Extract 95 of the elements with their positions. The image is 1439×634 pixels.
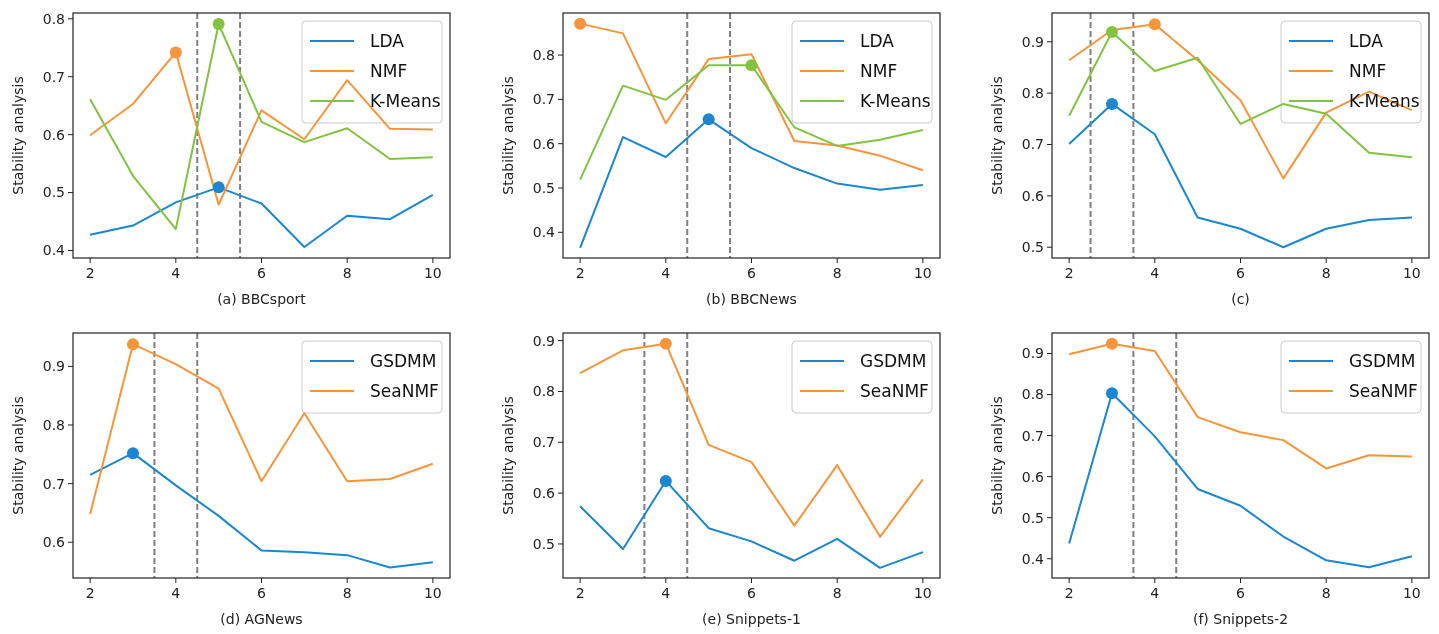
x-tick-label: 8 (832, 585, 842, 601)
y-tick-label: 0.4 (42, 242, 66, 259)
y-tick-label: 0.5 (1021, 239, 1044, 256)
y-tick-label: 0.4 (1021, 550, 1045, 567)
x-tick-label: 2 (85, 585, 95, 601)
point (169, 46, 182, 59)
x-tick-label: 4 (661, 265, 671, 281)
legend-label: SeaNMF (860, 380, 929, 401)
y-tick-label: 0.7 (532, 434, 555, 451)
point (1105, 97, 1118, 110)
x-axis-title: (e) Snippets-1 (702, 611, 801, 627)
point (212, 18, 225, 30)
y-tick-label: 0.9 (1021, 33, 1044, 50)
y-tick-label: 0.7 (42, 475, 65, 492)
y-axis-title: Stability analysis (989, 76, 1005, 195)
x-tick-label: 2 (1064, 265, 1074, 281)
legend-label: K-Means (860, 90, 931, 111)
y-tick-label: 0.9 (532, 332, 555, 349)
x-tick-label: 2 (85, 265, 95, 281)
y-tick-label: 0.8 (532, 383, 555, 400)
y-tick-label: 0.7 (532, 91, 555, 108)
legend-label: NMF (860, 60, 898, 81)
x-tick-label: 2 (1064, 585, 1074, 601)
x-tick-label: 6 (257, 265, 267, 281)
y-axis-title: Stability analysis (500, 76, 516, 195)
y-axis-title: Stability analysis (10, 396, 26, 515)
y-tick-label: 0.5 (532, 179, 555, 196)
y-tick-label: 0.5 (1021, 509, 1044, 526)
x-tick-label: 8 (832, 265, 842, 281)
x-tick-label: 10 (1402, 265, 1421, 281)
x-tick-label: 2 (575, 585, 585, 601)
y-tick-label: 0.5 (532, 535, 555, 552)
x-tick-label: 4 (171, 585, 181, 601)
y-tick-label: 0.8 (42, 10, 65, 27)
y-tick-label: 0.8 (1021, 386, 1044, 403)
y-axis-title: Stability analysis (10, 76, 26, 195)
x-axis-title: (b) BBCNews (706, 291, 797, 307)
y-tick-label: 0.4 (532, 224, 556, 241)
x-tick-label: 4 (1150, 585, 1160, 601)
legend-label: SeaNMF (370, 380, 439, 401)
x-tick-label: 4 (661, 585, 671, 601)
x-tick-label: 6 (747, 585, 757, 601)
legend-label: LDA (370, 30, 405, 51)
x-tick-label: 8 (1321, 585, 1331, 601)
x-tick-label: 6 (257, 585, 267, 601)
y-tick-label: 0.8 (1021, 85, 1044, 102)
legend-label: LDA (1349, 30, 1384, 51)
x-tick-label: 4 (171, 265, 181, 281)
legend-label: K-Means (370, 90, 441, 111)
x-tick-label: 10 (913, 265, 932, 281)
x-tick-label: 10 (423, 585, 442, 601)
x-tick-label: 6 (747, 265, 757, 281)
x-axis-title: (c) (1231, 291, 1250, 307)
point (1105, 26, 1118, 38)
y-tick-label: 0.6 (1021, 468, 1045, 485)
y-tick-label: 0.6 (42, 534, 66, 551)
legend-label: GSDMM (370, 350, 437, 371)
point (702, 113, 715, 126)
point (212, 181, 225, 194)
legend-label: NMF (370, 60, 408, 81)
y-tick-label: 0.6 (42, 126, 66, 143)
x-axis-title: (f) Snippets-2 (1192, 611, 1289, 627)
x-tick-label: 2 (575, 265, 585, 281)
y-tick-label: 0.7 (1021, 136, 1044, 153)
y-tick-label: 0.7 (1021, 427, 1044, 444)
y-axis-title: Stability analysis (500, 396, 516, 515)
y-tick-label: 0.8 (42, 416, 65, 433)
point (574, 17, 587, 30)
y-axis-title: Stability analysis (989, 396, 1005, 515)
x-tick-label: 8 (1321, 265, 1331, 281)
x-tick-label: 8 (342, 265, 352, 281)
x-tick-label: 10 (1402, 585, 1421, 601)
y-tick-label: 0.7 (42, 68, 65, 85)
x-axis-title: (d) AGNews (220, 611, 303, 627)
x-tick-label: 6 (1236, 265, 1246, 281)
point (1148, 18, 1161, 31)
point (745, 59, 758, 72)
y-tick-label: 0.6 (1021, 187, 1045, 204)
x-tick-label: 10 (423, 265, 442, 281)
y-tick-label: 0.9 (42, 358, 65, 375)
x-tick-label: 4 (1150, 265, 1160, 281)
legend-label: GSDMM (1349, 350, 1416, 371)
y-tick-label: 0.8 (532, 46, 555, 63)
legend-label: LDA (860, 30, 895, 51)
y-tick-label: 0.6 (532, 485, 556, 502)
legend-label: NMF (1349, 60, 1387, 81)
legend-label: SeaNMF (1349, 380, 1418, 401)
y-tick-label: 0.5 (42, 184, 65, 201)
x-tick-label: 10 (913, 585, 932, 601)
x-tick-label: 8 (342, 585, 352, 601)
y-tick-label: 0.6 (532, 135, 556, 152)
x-tick-label: 6 (1236, 585, 1246, 601)
x-axis-title: (a) BBCsport (217, 291, 307, 307)
y-tick-label: 0.9 (1021, 345, 1044, 362)
legend-label: GSDMM (860, 350, 927, 371)
